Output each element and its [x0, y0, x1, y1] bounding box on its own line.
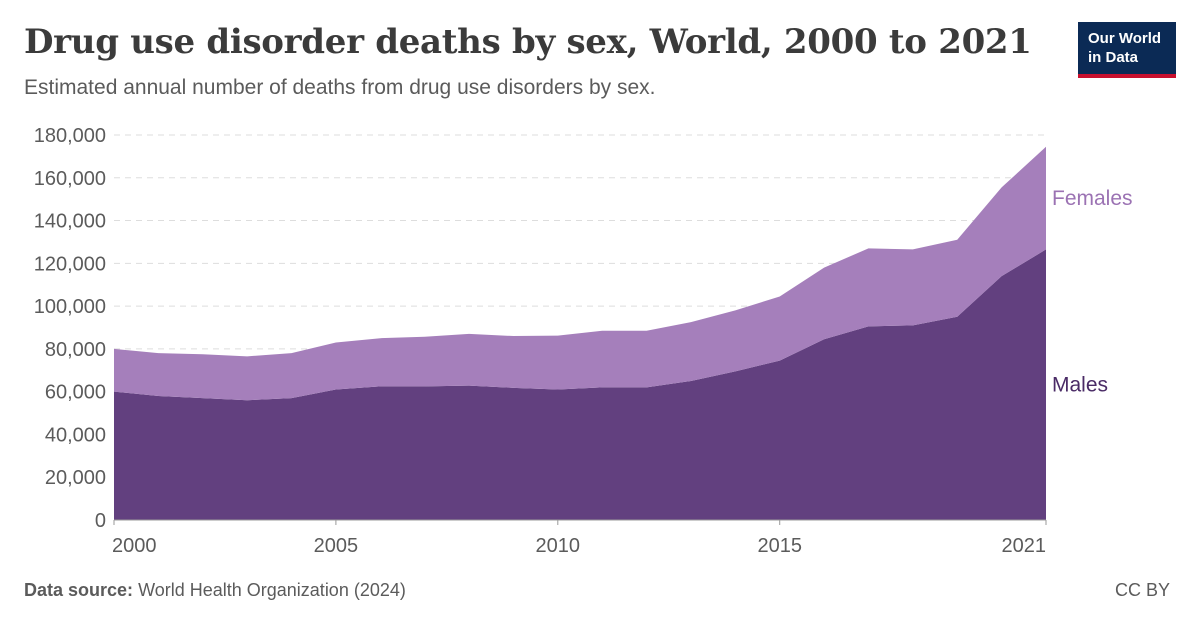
- x-tick-label: 2005: [314, 535, 359, 557]
- y-tick-label: 40,000: [45, 424, 106, 446]
- data-source: Data source: World Health Organization (…: [24, 580, 406, 601]
- y-tick-label: 80,000: [45, 339, 106, 361]
- logo-line-2: in Data: [1088, 49, 1139, 66]
- data-source-label: Data source:: [24, 580, 134, 600]
- series-label-males: Males: [1052, 374, 1108, 397]
- x-tick-label: 2010: [536, 535, 581, 557]
- license-link[interactable]: CC BY: [1114, 580, 1170, 600]
- y-tick-label: 160,000: [34, 168, 106, 190]
- logo-line-1: Our World: [1088, 30, 1162, 47]
- chart-title: Drug use disorder deaths by sex, World, …: [24, 22, 1032, 62]
- x-tick-label: 2015: [757, 535, 802, 557]
- chart-subtitle: Estimated annual number of deaths from d…: [24, 76, 656, 99]
- owid-logo[interactable]: Our World in Data: [1078, 22, 1176, 78]
- data-source-text[interactable]: World Health Organization (2024): [138, 580, 406, 600]
- y-tick-label: 100,000: [34, 296, 106, 318]
- y-tick-label: 140,000: [34, 211, 106, 233]
- y-tick-label: 180,000: [34, 125, 106, 147]
- y-tick-label: 120,000: [34, 253, 106, 275]
- x-tick-label: 2021: [1002, 535, 1047, 557]
- series-label-females: Females: [1052, 187, 1133, 210]
- area-females: [114, 146, 1046, 401]
- y-tick-label: 60,000: [45, 382, 106, 404]
- x-tick-label: 2000: [112, 535, 157, 557]
- area-males: [114, 249, 1046, 520]
- y-tick-label: 0: [95, 510, 106, 532]
- y-tick-label: 20,000: [45, 467, 106, 489]
